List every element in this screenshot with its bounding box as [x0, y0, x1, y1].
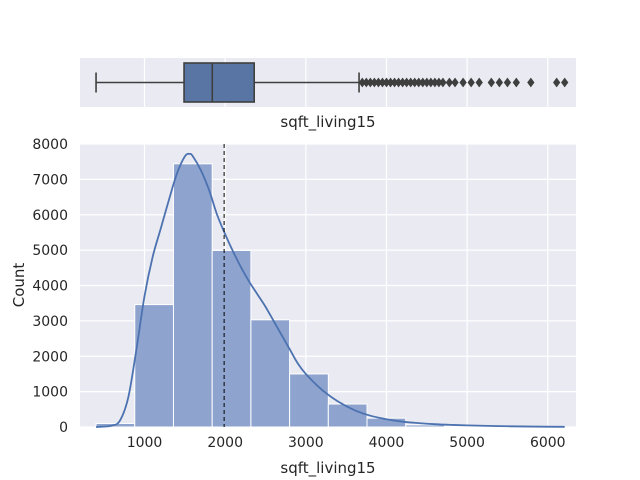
boxplot-outlier-20 [439, 77, 447, 88]
boxplot-x-axis-label: sqft_living15 [280, 113, 375, 132]
boxplot-outlier-22 [451, 77, 459, 88]
y-tick-label-2000: 2000 [32, 349, 68, 365]
y-tick-label-4000: 4000 [32, 279, 68, 295]
x-tick-label-2000: 2000 [207, 435, 243, 451]
histogram-bar-1 [134, 304, 174, 428]
boxplot-panel: sqft_living15 [80, 58, 576, 132]
x-tick-label-4000: 4000 [369, 435, 405, 451]
kde-curve [95, 152, 565, 428]
histogram-bar-2 [172, 163, 213, 428]
boxplot-outlier-21 [445, 77, 454, 88]
histogram-y-axis-label: Count [10, 263, 28, 308]
boxplot-outliers [358, 77, 569, 88]
boxplot-outlier-24 [467, 77, 475, 88]
boxplot-outlier-28 [503, 77, 512, 88]
boxplot-box [183, 62, 256, 103]
histogram-y-tick-labels: 0 1000 2000 3000 4000 5000 6000 7000 8000 [32, 137, 68, 436]
histogram-x-axis-label: sqft_living15 [280, 459, 375, 478]
x-tick-label-5000: 5000 [449, 435, 485, 451]
x-tick-label-6000: 6000 [530, 435, 566, 451]
y-tick-label-5000: 5000 [32, 243, 68, 259]
boxplot-outlier-26 [487, 77, 495, 88]
boxplot-outlier-27 [495, 77, 504, 88]
x-tick-label-3000: 3000 [288, 435, 324, 451]
y-tick-label-7000: 7000 [32, 172, 68, 188]
boxplot-outlier-23 [459, 77, 467, 88]
y-tick-label-1000: 1000 [32, 385, 68, 401]
y-tick-label-8000: 8000 [32, 137, 68, 153]
y-tick-label-3000: 3000 [32, 314, 68, 330]
y-tick-label-6000: 6000 [32, 208, 68, 224]
boxplot-outlier-30 [527, 77, 535, 88]
x-tick-label-1000: 1000 [127, 435, 163, 451]
histogram-panel: 1000 2000 3000 4000 5000 6000 0 1000 2000 3000 40… [10, 137, 576, 478]
boxplot-outlier-32 [561, 77, 569, 88]
histogram-bar-5 [289, 373, 329, 428]
boxplot-outlier-25 [475, 77, 483, 88]
boxplot-outlier-29 [512, 77, 520, 88]
y-tick-label-0: 0 [59, 420, 68, 436]
histogram-x-tick-labels: 1000 2000 3000 4000 5000 6000 [127, 435, 566, 451]
boxplot-outlier-31 [552, 77, 561, 88]
histogram-bar-3 [211, 249, 252, 428]
histogram-bar-4 [250, 319, 291, 428]
